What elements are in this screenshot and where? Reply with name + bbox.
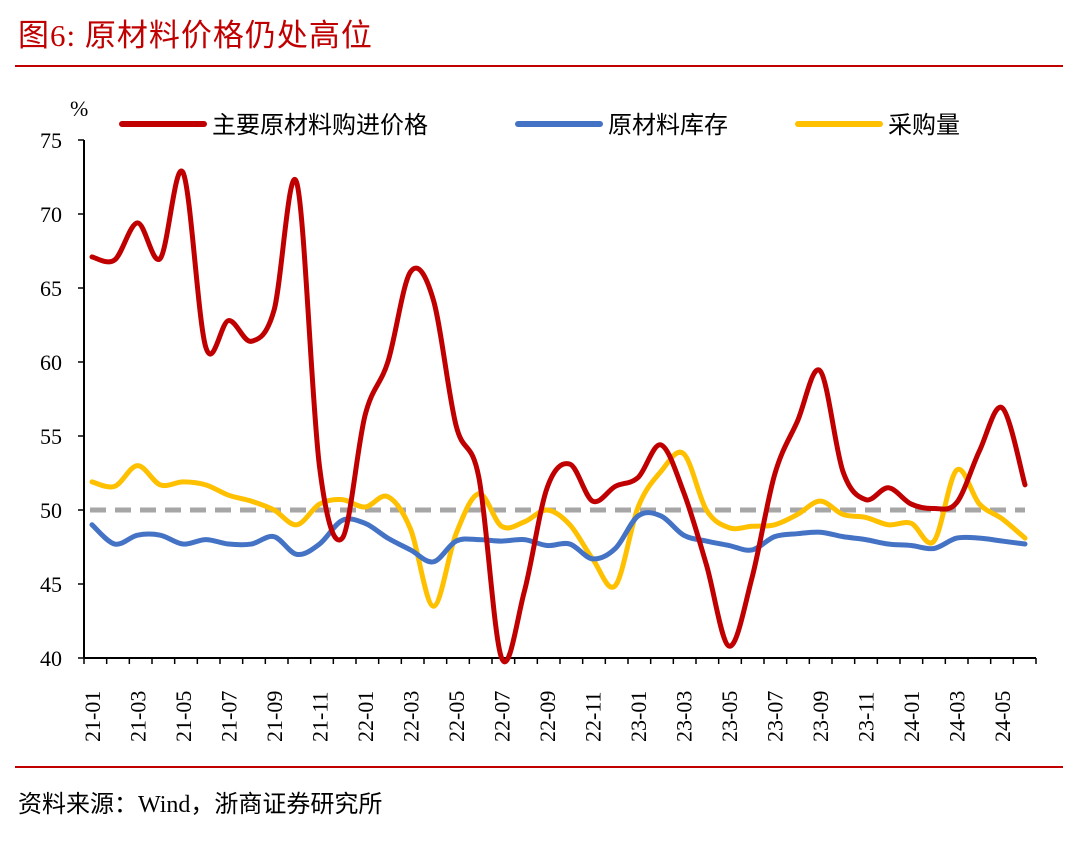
x-tick-label: 23-07 (763, 691, 788, 742)
y-axis: 40 45 50 55 60 65 70 75 (40, 128, 85, 671)
y-axis-unit: % (70, 96, 88, 121)
x-tick-label: 22-11 (581, 691, 606, 742)
y-tick-label: 50 (40, 498, 62, 523)
x-tick-label: 24-01 (899, 691, 924, 742)
figure-title: 图6: 原材料价格仍处高位 (18, 18, 373, 53)
series-line-2 (89, 449, 1028, 609)
y-tick-label: 70 (40, 202, 62, 227)
legend: 主要原材料购进价格 原材料库存 采购量 (119, 112, 960, 139)
x-tick-label: 24-05 (990, 691, 1015, 742)
legend-label: 主要原材料购进价格 (212, 112, 428, 139)
x-tick-label: 22-05 (444, 691, 469, 742)
legend-item-1: 原材料库存 (515, 112, 728, 139)
x-tick-label: 21-07 (217, 691, 242, 742)
y-tick-label: 55 (40, 424, 62, 449)
x-tick-label: 22-03 (399, 691, 424, 742)
x-tick-label: 22-01 (353, 691, 378, 742)
legend-item-2: 采购量 (795, 112, 960, 139)
x-tick-label: 23-11 (854, 691, 879, 742)
y-tick-label: 65 (40, 276, 62, 301)
x-tick-label: 22-07 (490, 691, 515, 742)
y-tick-label: 40 (40, 646, 62, 671)
legend-label: 采购量 (888, 112, 960, 139)
series-line-1 (89, 510, 1028, 565)
x-tick-label: 23-05 (717, 691, 742, 742)
y-tick-label: 45 (40, 572, 62, 597)
title-divider (15, 65, 1063, 67)
x-tick-label: 22-09 (535, 691, 560, 742)
x-tick-label: 21-03 (126, 691, 151, 742)
x-tick-label: 23-01 (626, 691, 651, 742)
legend-label: 原材料库存 (608, 112, 728, 139)
source-divider (15, 766, 1063, 768)
x-tick-label: 23-09 (808, 691, 833, 742)
y-tick-label: 75 (40, 128, 62, 153)
x-tick-label: 21-11 (308, 691, 333, 742)
x-tick-label: 24-03 (945, 691, 970, 742)
y-tick-label: 60 (40, 350, 62, 375)
x-tick-label: 21-09 (262, 691, 287, 742)
series-lines (89, 168, 1028, 664)
x-tick-label: 21-05 (171, 691, 196, 742)
series-line-0 (89, 168, 1028, 664)
x-tick-label: 23-03 (672, 691, 697, 742)
legend-item-0: 主要原材料购进价格 (119, 112, 428, 139)
x-axis: 21-01 21-03 21-05 21-07 21-09 21-11 22-01 22-03… (80, 657, 1037, 742)
x-tick-label: 21-01 (80, 691, 105, 742)
source-note: 资料来源：Wind，浙商证券研究所 (18, 792, 383, 818)
